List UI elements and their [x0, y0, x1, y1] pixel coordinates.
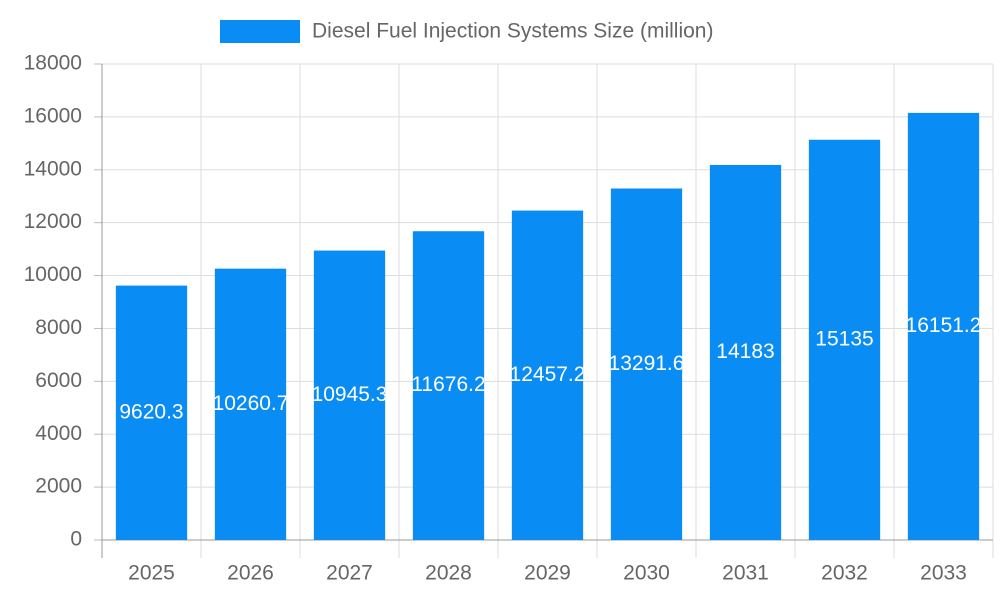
x-tick-label: 2032	[821, 562, 868, 585]
y-tick-label: 16000	[24, 104, 82, 127]
value-label-group: 12457.2	[510, 363, 586, 386]
x-tick-label: 2030	[623, 562, 670, 585]
value-label-group: 9620.3	[119, 400, 183, 423]
value-label-group: 11676.2	[411, 373, 485, 396]
y-tick-label: 12000	[24, 210, 82, 233]
value-label-group: 10260.7	[213, 392, 289, 415]
value-label-group: 15135	[815, 327, 873, 350]
y-tick-label: 10000	[24, 263, 82, 286]
bar	[412, 231, 485, 540]
bar	[214, 268, 287, 540]
y-tick-label: 18000	[24, 52, 82, 75]
bar	[808, 139, 881, 540]
bar	[511, 210, 584, 540]
value-label: 16151.2	[906, 314, 982, 337]
x-tick-label: 2033	[920, 562, 967, 585]
value-label-group: 13291.6	[609, 352, 685, 375]
x-tick-label: 2031	[722, 562, 769, 585]
y-tick-label: 14000	[24, 157, 82, 180]
value-label: 15135	[815, 327, 873, 350]
y-tick-label: 4000	[35, 422, 82, 445]
bar	[115, 285, 188, 540]
bar	[907, 112, 980, 540]
value-label: 11676.2	[411, 373, 485, 396]
value-label-group: 10945.3	[312, 383, 388, 406]
y-tick-label: 6000	[35, 369, 82, 392]
legend-swatch	[220, 20, 300, 43]
y-tick-label: 2000	[35, 475, 82, 498]
bar	[709, 164, 782, 540]
x-tick-label: 2029	[524, 562, 571, 585]
value-label-group: 14183	[716, 340, 774, 363]
x-tick-label: 2028	[425, 562, 472, 585]
x-tick-label: 2025	[128, 562, 175, 585]
value-label-group: 16151.2	[906, 314, 982, 337]
value-label: 10260.7	[213, 392, 289, 415]
value-label: 9620.3	[119, 400, 183, 423]
bar	[313, 250, 386, 540]
x-tick-label: 2027	[326, 562, 373, 585]
bar	[610, 188, 683, 540]
value-label: 10945.3	[312, 383, 388, 406]
x-tick-label: 2026	[227, 562, 274, 585]
value-label: 13291.6	[609, 352, 685, 375]
y-tick-label: 8000	[35, 316, 82, 339]
value-label: 14183	[716, 340, 774, 363]
value-label: 12457.2	[510, 363, 586, 386]
y-tick-label: 0	[70, 528, 82, 551]
legend-label: Diesel Fuel Injection Systems Size (mill…	[312, 20, 713, 43]
